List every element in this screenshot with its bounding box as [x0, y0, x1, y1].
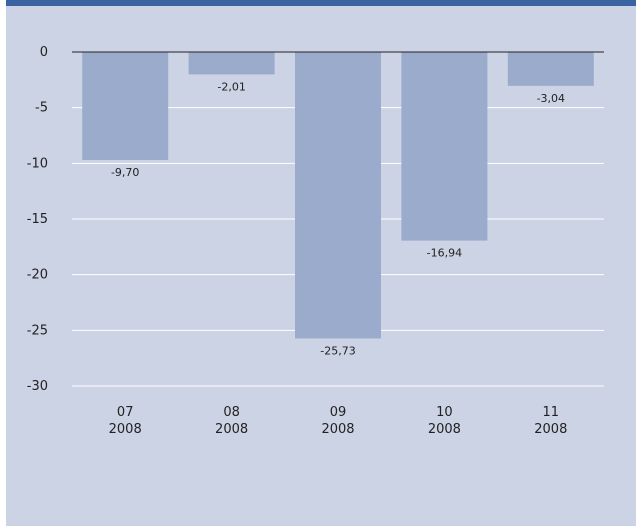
category-label-line: 2008: [109, 422, 142, 437]
category-label-line: 2008: [321, 422, 354, 437]
bar: [401, 52, 488, 241]
y-tick-label: -10: [27, 156, 48, 171]
y-axis-tick-labels: 0 -5 -10 -15 -20 -25 -30: [27, 45, 48, 394]
category-label: 09 2008: [321, 405, 354, 437]
bar-value-label: -25,73: [320, 344, 355, 357]
category-label-line: 2008: [215, 422, 248, 437]
y-tick-label: -15: [27, 212, 48, 227]
bar: [295, 52, 381, 339]
y-tick-label: -20: [27, 268, 48, 283]
bar: [507, 52, 594, 86]
y-tick-label: -5: [35, 101, 48, 116]
bar-value-label: -3,04: [537, 92, 565, 105]
bar: [188, 52, 275, 75]
category-label-line: 07: [117, 405, 134, 420]
y-tick-label: -25: [27, 323, 48, 338]
bar: [82, 52, 169, 160]
category-label-line: 09: [330, 405, 347, 420]
y-tick-label: 0: [40, 45, 48, 60]
category-label: 10 2008: [428, 405, 461, 437]
x-axis-category-labels: 07 2008 08 2008 09 2008 10 2008 11 2008: [109, 405, 568, 437]
category-label: 11 2008: [534, 405, 567, 437]
category-label-line: 11: [543, 405, 560, 420]
bar-value-label: -16,94: [427, 247, 462, 260]
y-tick-label: -30: [27, 379, 48, 394]
bar-value-label: -9,70: [111, 166, 139, 179]
category-label-line: 2008: [534, 422, 567, 437]
bars: [82, 52, 594, 339]
category-label: 07 2008: [109, 405, 142, 437]
category-label-line: 10: [436, 405, 453, 420]
bar-value-labels: -9,70 -2,01 -25,73 -16,94 -3,04: [111, 80, 565, 357]
header-bar: [6, 0, 636, 6]
category-label-line: 2008: [428, 422, 461, 437]
category-label-line: 08: [223, 405, 240, 420]
bar-value-label: -2,01: [217, 80, 245, 93]
category-label: 08 2008: [215, 405, 248, 437]
